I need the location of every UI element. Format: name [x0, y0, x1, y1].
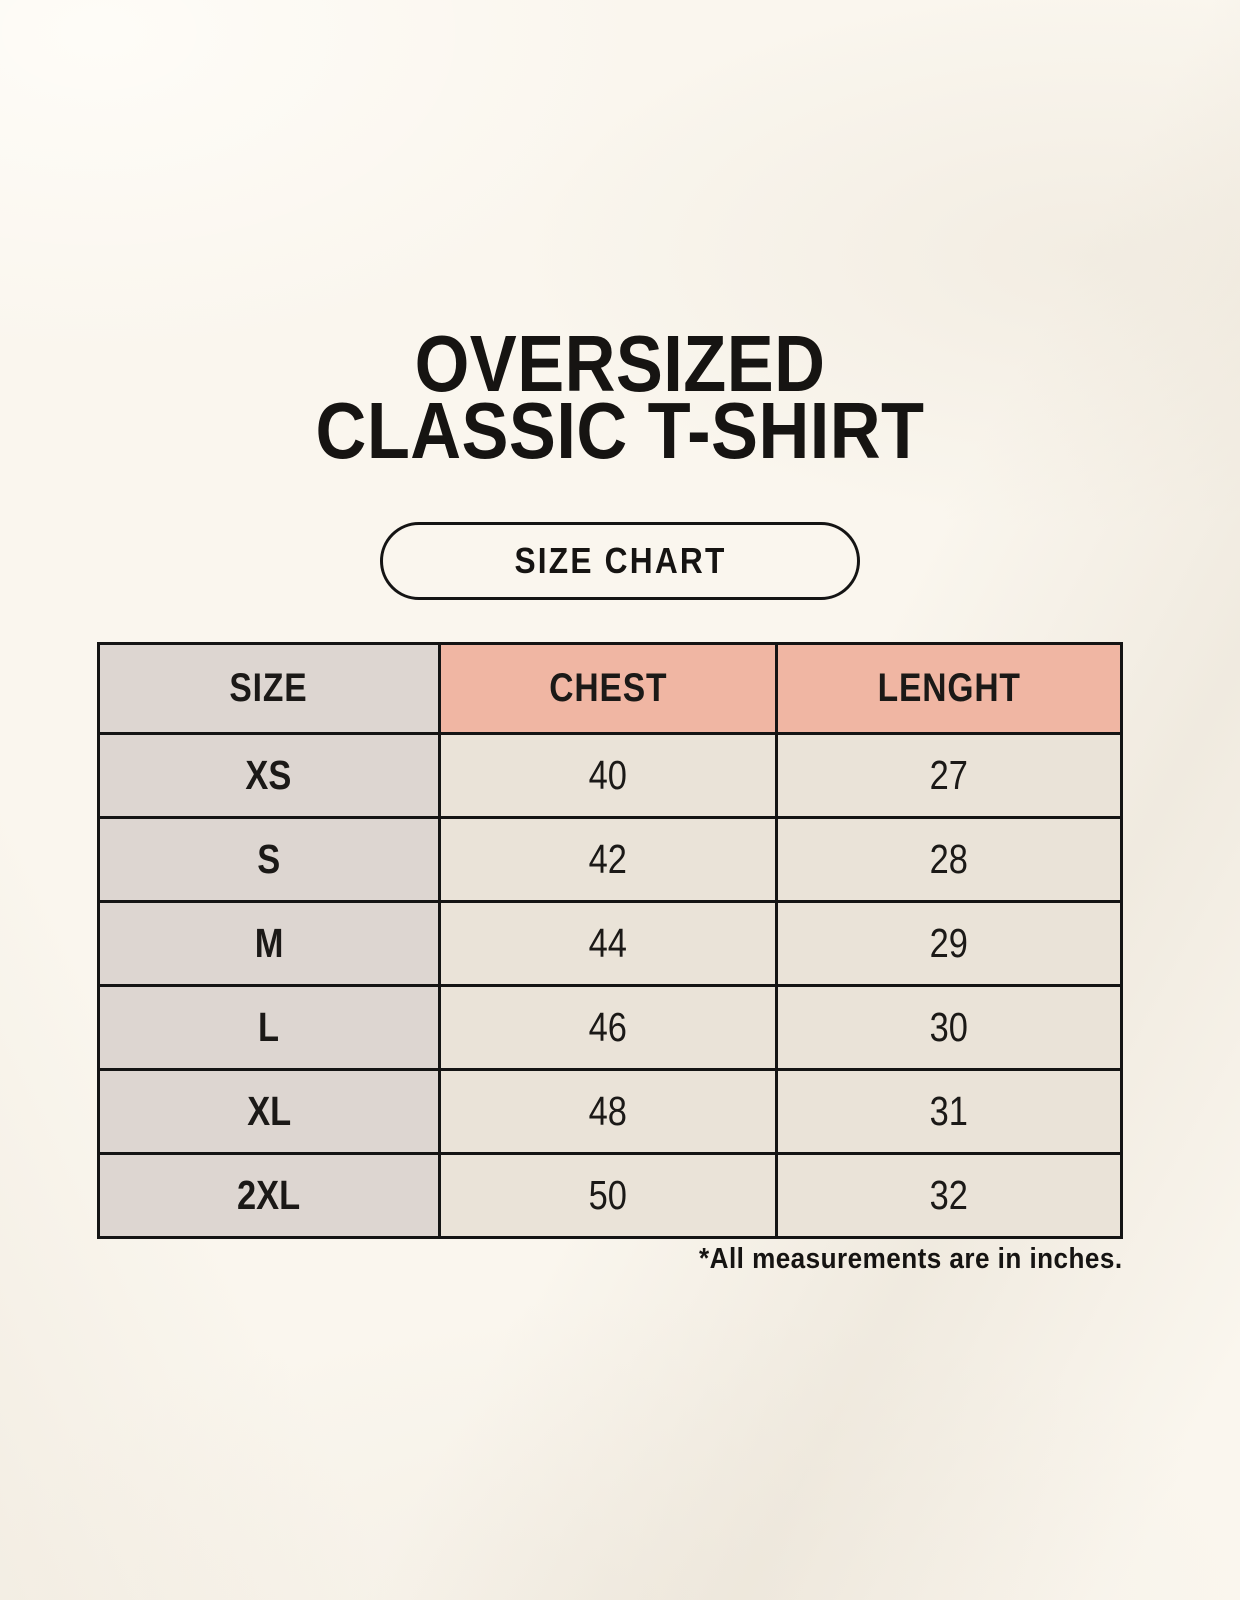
measurements-footnote: *All measurements are in inches. — [699, 1243, 1123, 1275]
size-label-text: L — [258, 1004, 280, 1050]
lenght-value: 27 — [775, 732, 1123, 819]
chest-value: 40 — [437, 732, 779, 819]
lenght-value-text: 31 — [929, 1088, 969, 1134]
lenght-value: 28 — [775, 816, 1123, 903]
chest-value: 48 — [437, 1068, 779, 1155]
size-table-row-xs: XS 40 27 — [97, 732, 1123, 819]
size-table-row-xl: XL 48 31 — [97, 1068, 1123, 1155]
lenght-value-text: 30 — [929, 1004, 969, 1050]
chest-value-text: 40 — [588, 752, 628, 798]
column-header-chest: CHEST — [437, 642, 779, 735]
product-title-line-1: OVERSIZED — [414, 319, 826, 408]
size-table-row-m: M 44 29 — [97, 900, 1123, 987]
size-label-text: XS — [245, 752, 292, 798]
lenght-value: 31 — [775, 1068, 1123, 1155]
size-table-row-l: L 46 30 — [97, 984, 1123, 1071]
lenght-value-text: 27 — [929, 752, 969, 798]
size-label: XS — [97, 732, 441, 819]
product-title-line-2: CLASSIC T-SHIRT — [315, 386, 925, 475]
size-label-text: 2XL — [237, 1172, 301, 1218]
lenght-value: 29 — [775, 900, 1123, 987]
column-header-label: SIZE — [229, 666, 308, 710]
size-chart-badge-label: SIZE CHART — [513, 540, 727, 581]
size-label: L — [97, 984, 441, 1071]
column-header-label: CHEST — [548, 666, 667, 710]
size-table-header-row: SIZE CHEST LENGHT — [97, 642, 1123, 735]
column-header-label: LENGHT — [877, 666, 1021, 710]
size-table-container: SIZE CHEST LENGHT XS 40 27 S 42 28 M 44 29 L 46 30 XL 4… — [97, 642, 1123, 1239]
size-label: M — [97, 900, 441, 987]
column-header-lenght: LENGHT — [775, 642, 1123, 735]
size-label-text: XL — [246, 1088, 291, 1134]
column-header-size: SIZE — [97, 642, 441, 735]
size-label-text: S — [257, 836, 281, 882]
chest-value-text: 44 — [588, 920, 628, 966]
size-label: S — [97, 816, 441, 903]
size-table-row-2xl: 2XL 50 32 — [97, 1152, 1123, 1239]
chest-value-text: 46 — [588, 1004, 628, 1050]
size-table-row-s: S 42 28 — [97, 816, 1123, 903]
lenght-value: 32 — [775, 1152, 1123, 1239]
size-label: 2XL — [97, 1152, 441, 1239]
chest-value-text: 42 — [588, 836, 628, 882]
size-chart-badge: SIZE CHART — [380, 522, 860, 600]
chest-value: 44 — [437, 900, 779, 987]
lenght-value-text: 29 — [929, 920, 969, 966]
size-table: SIZE CHEST LENGHT XS 40 27 S 42 28 M 44 29 L 46 30 XL 4… — [97, 642, 1123, 1239]
product-title: OVERSIZED CLASSIC T-SHIRT — [0, 319, 1240, 475]
lenght-value-text: 28 — [929, 836, 969, 882]
size-label-text: M — [254, 920, 284, 966]
lenght-value: 30 — [775, 984, 1123, 1071]
chest-value-text: 50 — [588, 1172, 628, 1218]
chest-value: 42 — [437, 816, 779, 903]
chest-value: 46 — [437, 984, 779, 1071]
chest-value-text: 48 — [588, 1088, 628, 1134]
size-label: XL — [97, 1068, 441, 1155]
lenght-value-text: 32 — [929, 1172, 969, 1218]
chest-value: 50 — [437, 1152, 779, 1239]
